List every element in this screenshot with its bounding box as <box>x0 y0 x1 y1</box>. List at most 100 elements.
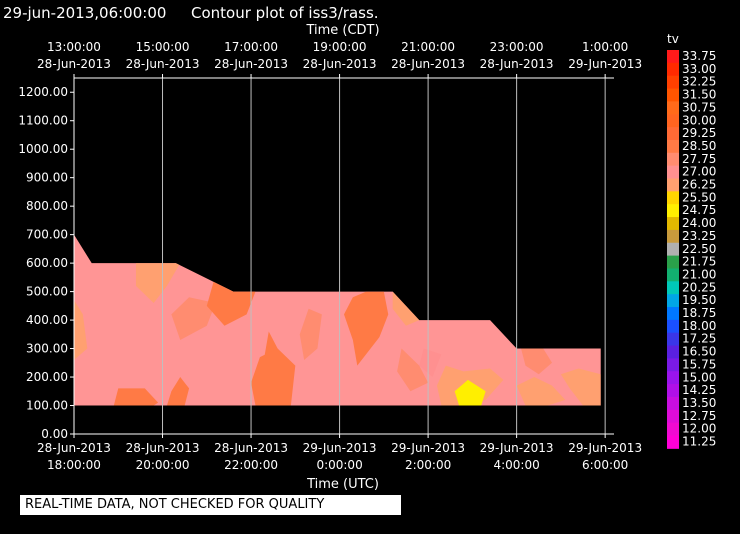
colorbar-swatch <box>667 139 679 154</box>
colorbar-swatch <box>667 422 679 436</box>
colorbar-swatch <box>667 114 679 128</box>
contour-patch <box>113 388 159 406</box>
top-tick-date: 28-Jun-2013 <box>37 57 111 71</box>
colorbar-swatch <box>667 435 679 449</box>
colorbar-level-label: 17.25 <box>682 332 716 346</box>
top-tick-time: 15:00:00 <box>136 40 190 54</box>
contour-patch <box>397 348 429 392</box>
y-tick-label: 900.00 <box>26 171 68 185</box>
top-tick-date: 28-Jun-2013 <box>391 57 465 71</box>
colorbar-swatch <box>667 152 679 167</box>
colorbar-level-label: 13.50 <box>682 396 716 410</box>
y-tick-label: 1200.00 <box>18 85 68 99</box>
colorbar-level-label: 15.00 <box>682 370 716 384</box>
colorbar-swatch <box>667 242 679 257</box>
top-tick-time: 13:00:00 <box>47 40 101 54</box>
colorbar-swatch <box>667 178 679 192</box>
y-tick-label: 800.00 <box>26 199 68 213</box>
colorbar-swatch <box>667 345 679 359</box>
top-tick-date: 28-Jun-2013 <box>303 57 377 71</box>
colorbar-level-label: 31.50 <box>682 88 716 102</box>
colorbar-level-label: 25.50 <box>682 190 716 204</box>
bottom-tick-date: 29-Jun-2013 <box>303 441 377 455</box>
bottom-tick-time: 18:00:00 <box>47 458 101 472</box>
contour-patch <box>171 297 216 341</box>
top-tick-date: 28-Jun-2013 <box>480 57 554 71</box>
bottom-tick-time: 0:00:00 <box>316 458 362 472</box>
colorbar-level-label: 26.25 <box>682 178 716 192</box>
y-tick-label: 0.00 <box>41 427 68 441</box>
colorbar-swatch <box>667 204 679 218</box>
contour-patch <box>251 348 296 406</box>
contour-patch <box>419 348 442 378</box>
colorbar-swatch <box>667 75 679 90</box>
contour-patch <box>454 379 486 406</box>
colorbar-swatch <box>667 319 679 334</box>
colorbar-level-label: 32.25 <box>682 75 716 89</box>
y-tick-label: 500.00 <box>26 285 68 299</box>
chart-title: Contour plot of iss3/rass. <box>191 4 379 22</box>
bottom-tick-time: 4:00:00 <box>493 458 539 472</box>
colorbar-swatch <box>667 294 679 308</box>
colorbar-level-label: 22.50 <box>682 242 716 256</box>
bottom-tick-time: 6:00:00 <box>582 458 628 472</box>
bottom-tick-date: 29-Jun-2013 <box>568 441 642 455</box>
colorbar-label: tv <box>667 32 679 46</box>
colorbar-level-label: 20.25 <box>682 280 716 294</box>
contour-patch <box>516 377 566 406</box>
y-tick-label: 400.00 <box>26 313 68 327</box>
colorbar-swatch <box>667 229 679 244</box>
colorbar-swatch <box>667 88 679 102</box>
colorbar-level-label: 24.75 <box>682 203 716 217</box>
top-tick-time: 17:00:00 <box>224 40 278 54</box>
bottom-axis-label: Time (UTC) <box>306 477 379 492</box>
contour-patch <box>392 291 420 326</box>
bottom-tick-time: 22:00:00 <box>224 458 278 472</box>
top-tick-time: 23:00:00 <box>490 40 544 54</box>
colorbar-swatch <box>667 62 679 77</box>
colorbar-level-label: 21.75 <box>682 255 716 269</box>
quality-disclaimer: REAL-TIME DATA, NOT CHECKED FOR QUALITY <box>20 495 401 515</box>
colorbar-level-label: 33.00 <box>682 62 716 76</box>
colorbar-level-label: 33.75 <box>682 49 716 63</box>
contour-patch <box>299 308 322 360</box>
bottom-tick-date: 29-Jun-2013 <box>391 441 465 455</box>
bottom-tick-time: 2:00:00 <box>405 458 451 472</box>
y-tick-label: 100.00 <box>26 399 68 413</box>
colorbar-level-label: 12.00 <box>682 422 716 436</box>
contour-data-region <box>74 234 601 406</box>
y-tick-label: 700.00 <box>26 228 68 242</box>
top-axis-label: Time (CDT) <box>305 23 379 38</box>
colorbar-swatch <box>667 255 679 269</box>
y-tick-label: 600.00 <box>26 256 68 270</box>
colorbar-level-label: 21.00 <box>682 267 716 281</box>
contour-patch <box>135 263 181 303</box>
colorbar-level-label: 19.50 <box>682 293 716 307</box>
colorbar-swatch <box>667 165 679 179</box>
bottom-tick-date: 29-Jun-2013 <box>480 441 554 455</box>
y-tick-label: 300.00 <box>26 342 68 356</box>
colorbar-swatch <box>667 127 679 141</box>
colorbar-swatch <box>667 50 679 64</box>
contour-patch <box>344 291 389 366</box>
colorbar-swatch <box>667 396 679 411</box>
colorbar-level-label: 27.75 <box>682 152 716 166</box>
contour-patch <box>560 368 601 406</box>
colorbar-level-label: 18.75 <box>682 306 716 320</box>
y-tick-label: 200.00 <box>26 370 68 384</box>
header-timestamp: 29-jun-2013,06:00:00 <box>3 4 166 22</box>
bottom-tick-date: 28-Jun-2013 <box>214 441 288 455</box>
colorbar-level-label: 12.75 <box>682 409 716 423</box>
colorbar-level-label: 30.00 <box>682 113 716 127</box>
colorbar-level-label: 11.25 <box>682 435 716 449</box>
colorbar-level-label: 14.25 <box>682 383 716 397</box>
contour-patch <box>74 300 88 360</box>
bottom-tick-date: 28-Jun-2013 <box>126 441 200 455</box>
y-tick-label: 1100.00 <box>18 114 68 128</box>
y-tick-label: 1000.00 <box>18 142 68 156</box>
colorbar-swatch <box>667 384 679 398</box>
top-tick-time: 19:00:00 <box>313 40 367 54</box>
colorbar-level-label: 27.00 <box>682 165 716 179</box>
colorbar-level-label: 16.50 <box>682 345 716 359</box>
